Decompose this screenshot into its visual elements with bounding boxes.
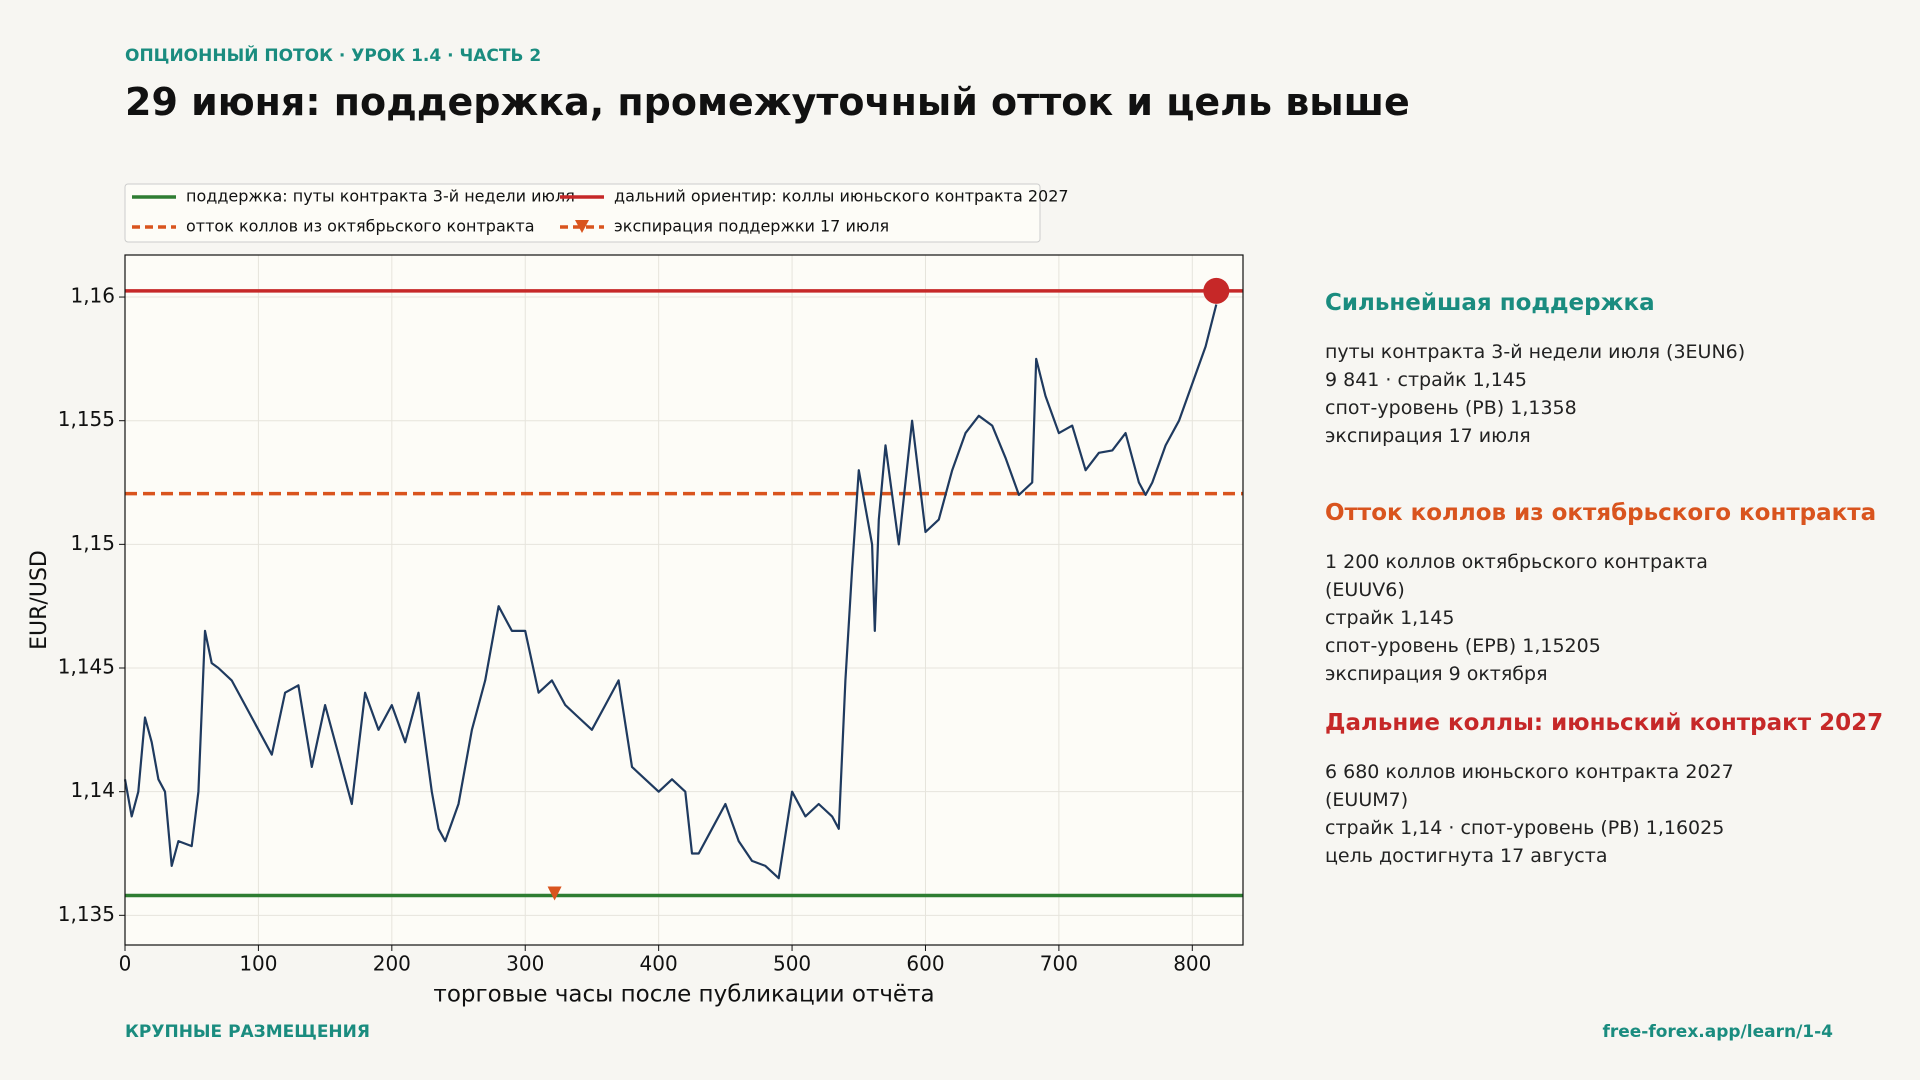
panel-heading: Отток коллов из октябрьского контракта bbox=[1325, 500, 1877, 526]
y-tick-label: 1,135 bbox=[58, 902, 115, 926]
x-tick-label: 100 bbox=[239, 952, 277, 976]
legend-box bbox=[124, 183, 1041, 243]
legend-label: отток коллов из октябрьского контракта bbox=[186, 217, 535, 236]
x-axis-label: торговые часы после публикации отчёта bbox=[433, 982, 934, 1008]
legend-label: дальний ориентир: коллы июньского контра… bbox=[614, 187, 1069, 206]
panel-line: (EUUM7) bbox=[1325, 789, 1409, 811]
x-tick-label: 0 bbox=[119, 952, 132, 976]
y-tick-label: 1,14 bbox=[70, 778, 115, 802]
y-axis-label: EUR/USD bbox=[27, 550, 52, 650]
footer-right: free-forex.app/learn/1-4 bbox=[1602, 1022, 1833, 1042]
legend-marker bbox=[575, 220, 589, 233]
expiry-marker bbox=[547, 886, 562, 901]
panel-line: страйк 1,145 bbox=[1325, 607, 1455, 629]
y-tick-label: 1,155 bbox=[58, 407, 115, 431]
x-tick-label: 600 bbox=[906, 952, 944, 976]
panel-line: 9 841 · страйк 1,145 bbox=[1325, 369, 1527, 391]
panel: Сильнейшая поддержка путы контракта 3-й н… bbox=[1325, 290, 1905, 450]
panel-line: экспирация 17 июля bbox=[1325, 425, 1531, 447]
panel-line: цель достигнута 17 августа bbox=[1325, 845, 1608, 867]
panel-line: 6 680 коллов июньского контракта 2027 bbox=[1325, 761, 1734, 783]
legend: поддержка: путы контракта 3-й недели июл… bbox=[124, 183, 1069, 243]
x-tick-label: 300 bbox=[506, 952, 544, 976]
y-tick-label: 1,15 bbox=[70, 531, 115, 555]
panel-line: спот-уровень (PB) 1,1358 bbox=[1325, 397, 1577, 419]
kicker: ОПЦИОННЫЙ ПОТОК · УРОК 1.4 · ЧАСТЬ 2 bbox=[125, 46, 542, 66]
side-panel: Сильнейшая поддержка путы контракта 3-й н… bbox=[1325, 290, 1905, 870]
footer-left: КРУПНЫЕ РАЗМЕЩЕНИЯ bbox=[125, 1022, 370, 1042]
x-tick-label: 700 bbox=[1040, 952, 1078, 976]
x-tick-label: 800 bbox=[1173, 952, 1211, 976]
panel-line: 1 200 коллов октябрьского контракта bbox=[1325, 551, 1708, 573]
title: 29 июня: поддержка, промежуточный отток … bbox=[125, 80, 1410, 124]
panel-line: спот-уровень (EPB) 1,15205 bbox=[1325, 635, 1601, 657]
panel-heading: Дальние коллы: июньский контракт 2027 bbox=[1325, 710, 1884, 736]
plot-area bbox=[125, 255, 1243, 945]
legend-label: поддержка: путы контракта 3-й недели июл… bbox=[186, 187, 575, 206]
price-line bbox=[123, 304, 1218, 880]
panel-heading: Сильнейшая поддержка bbox=[1325, 290, 1655, 316]
panel-line: страйк 1,14 · спот-уровень (PB) 1,16025 bbox=[1325, 817, 1725, 839]
legend-label: экспирация поддержки 17 июля bbox=[614, 217, 889, 236]
x-tick-label: 500 bbox=[773, 952, 811, 976]
panel: Отток коллов из октябрьского контракта 1 … bbox=[1325, 500, 1905, 688]
y-tick-label: 1,16 bbox=[70, 284, 115, 308]
panel-line: путы контракта 3-й недели июля (3EUN6) bbox=[1325, 341, 1746, 363]
x-tick-label: 200 bbox=[373, 952, 411, 976]
y-tick-label: 1,145 bbox=[58, 655, 115, 679]
panel-line: экспирация 9 октября bbox=[1325, 663, 1548, 685]
panel-line: (EUUV6) bbox=[1325, 579, 1405, 601]
plot-frame bbox=[124, 254, 1244, 946]
panel: Дальние коллы: июньский контракт 2027 6 6… bbox=[1325, 710, 1905, 870]
target-point bbox=[1203, 277, 1230, 304]
x-tick-label: 400 bbox=[640, 952, 678, 976]
